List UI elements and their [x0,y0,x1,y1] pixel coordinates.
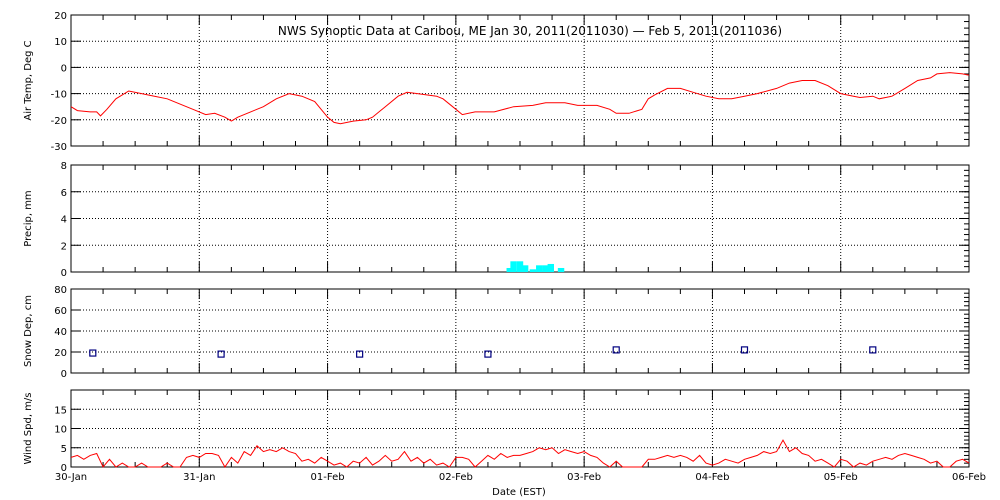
y-tick-label: 20 [54,11,67,22]
snow-depth-point [740,346,749,354]
panel-1: -30 -20 -10 0 10 20 Air Temp, Deg C [23,11,970,153]
precip-bar [529,269,537,272]
y-tick-label: -20 [51,116,67,127]
y-tick-label: 2 [61,241,67,252]
precip-bar [547,263,554,272]
y-tick-label: 10 [54,37,67,48]
y-tick-label: 10 [54,425,67,436]
panel-frame [70,288,970,374]
precip-bar [506,267,513,272]
x-axis-label: Date (EST) [492,487,546,498]
y-tick-label: 60 [54,306,67,317]
snow-depth-point [484,350,492,358]
snow-depth-point [612,346,620,354]
snow-depth-point [869,346,877,354]
panel-frame [70,14,970,147]
y-tick-label: 8 [61,161,67,172]
precip-bar [516,261,524,272]
chart-title: NWS Synoptic Data at Caribou, ME Jan 30,… [278,24,782,38]
panel-2: 0 2 4 6 8 Precip, mm [23,161,970,279]
panel-frame [70,389,970,468]
y-tick-label: 0 [61,369,67,380]
x-tick-label: 05-Feb [824,472,858,483]
precip-bar [510,261,517,272]
x-tick-label: 02-Feb [439,472,473,483]
y-tick-label: 0 [61,463,67,474]
x-tick-label: 04-Feb [695,472,729,483]
precip-bar [542,265,549,272]
x-tick-label: 03-Feb [567,472,601,483]
y-tick-label: 40 [54,327,67,338]
panel-3: 0 20 40 60 80 Snow Dep, cm [23,285,970,380]
precip-bar [557,267,565,272]
x-tick-label: 31-Jan [183,472,215,483]
precip-bar [536,265,543,272]
y-tick-label: -30 [51,142,67,153]
precip-bar [521,265,529,272]
snow-depth-point [217,350,225,358]
series-line [70,439,970,468]
y-tick-label: 6 [61,188,67,199]
y-axis-label: Wind Spd, m/s [23,392,34,464]
y-tick-label: 0 [61,268,67,279]
y-tick-label: 5 [61,444,67,455]
y-tick-label: 4 [61,215,67,226]
y-tick-label: -10 [51,90,67,101]
y-axis-label: Snow Dep, cm [23,295,34,367]
y-tick-label: 20 [54,348,67,359]
x-tick-label: 30-Jan [55,472,87,483]
snow-depth-point [89,349,97,357]
panel-frame [70,164,970,273]
x-tick-label: 01-Feb [311,472,345,483]
snow-depth-point [356,350,364,358]
y-axis-label: Precip, mm [23,190,34,246]
y-tick-label: 0 [61,63,67,74]
series-line [70,72,970,125]
panel-4: 0 5 10 15 Wind Spd, m/s [23,389,970,474]
y-tick-label: 80 [54,285,67,296]
y-axis-label: Air Temp, Deg C [23,40,34,120]
x-tick-label: 06-Feb [952,472,986,483]
y-tick-label: 15 [54,405,67,416]
